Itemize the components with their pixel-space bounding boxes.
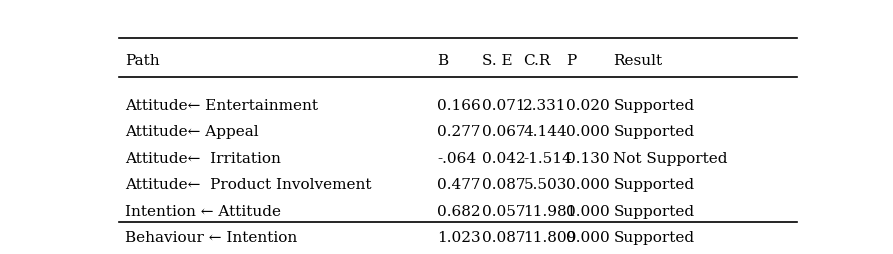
Text: 5.503: 5.503 [523,178,567,192]
Text: 0.277: 0.277 [437,125,480,139]
Text: Attitude←  Irritation: Attitude← Irritation [125,152,281,166]
Text: 4.144: 4.144 [523,125,567,139]
Text: 0.020: 0.020 [566,99,610,113]
Text: 11.809: 11.809 [523,231,577,245]
Text: 0.000: 0.000 [566,204,610,218]
Text: 0.000: 0.000 [566,178,610,192]
Text: 0.130: 0.130 [566,152,610,166]
Text: -1.514: -1.514 [523,152,572,166]
Text: 2.331: 2.331 [523,99,567,113]
Text: Behaviour ← Intention: Behaviour ← Intention [125,231,297,245]
Text: 0.000: 0.000 [566,231,610,245]
Text: 0.000: 0.000 [566,125,610,139]
Text: 0.071: 0.071 [482,99,525,113]
Text: 0.042: 0.042 [482,152,526,166]
Text: 0.057: 0.057 [482,204,525,218]
Text: Attitude←  Product Involvement: Attitude← Product Involvement [125,178,372,192]
Text: Supported: Supported [613,99,695,113]
Text: Supported: Supported [613,178,695,192]
Text: S. E: S. E [482,54,513,68]
Text: Supported: Supported [613,125,695,139]
Text: Path: Path [125,54,160,68]
Text: 11.981: 11.981 [523,204,577,218]
Text: 1.023: 1.023 [437,231,480,245]
Text: Supported: Supported [613,231,695,245]
Text: Intention ← Attitude: Intention ← Attitude [125,204,281,218]
Text: Attitude← Entertainment: Attitude← Entertainment [125,99,319,113]
Text: 0.087: 0.087 [482,178,525,192]
Text: Result: Result [613,54,663,68]
Text: Attitude← Appeal: Attitude← Appeal [125,125,259,139]
Text: C.R: C.R [523,54,551,68]
Text: 0.477: 0.477 [437,178,480,192]
Text: Not Supported: Not Supported [613,152,728,166]
Text: 0.087: 0.087 [482,231,525,245]
Text: -.064: -.064 [437,152,476,166]
Text: P: P [566,54,577,68]
Text: 0.166: 0.166 [437,99,480,113]
Text: 0.067: 0.067 [482,125,525,139]
Text: Supported: Supported [613,204,695,218]
Text: B: B [437,54,448,68]
Text: 0.682: 0.682 [437,204,480,218]
